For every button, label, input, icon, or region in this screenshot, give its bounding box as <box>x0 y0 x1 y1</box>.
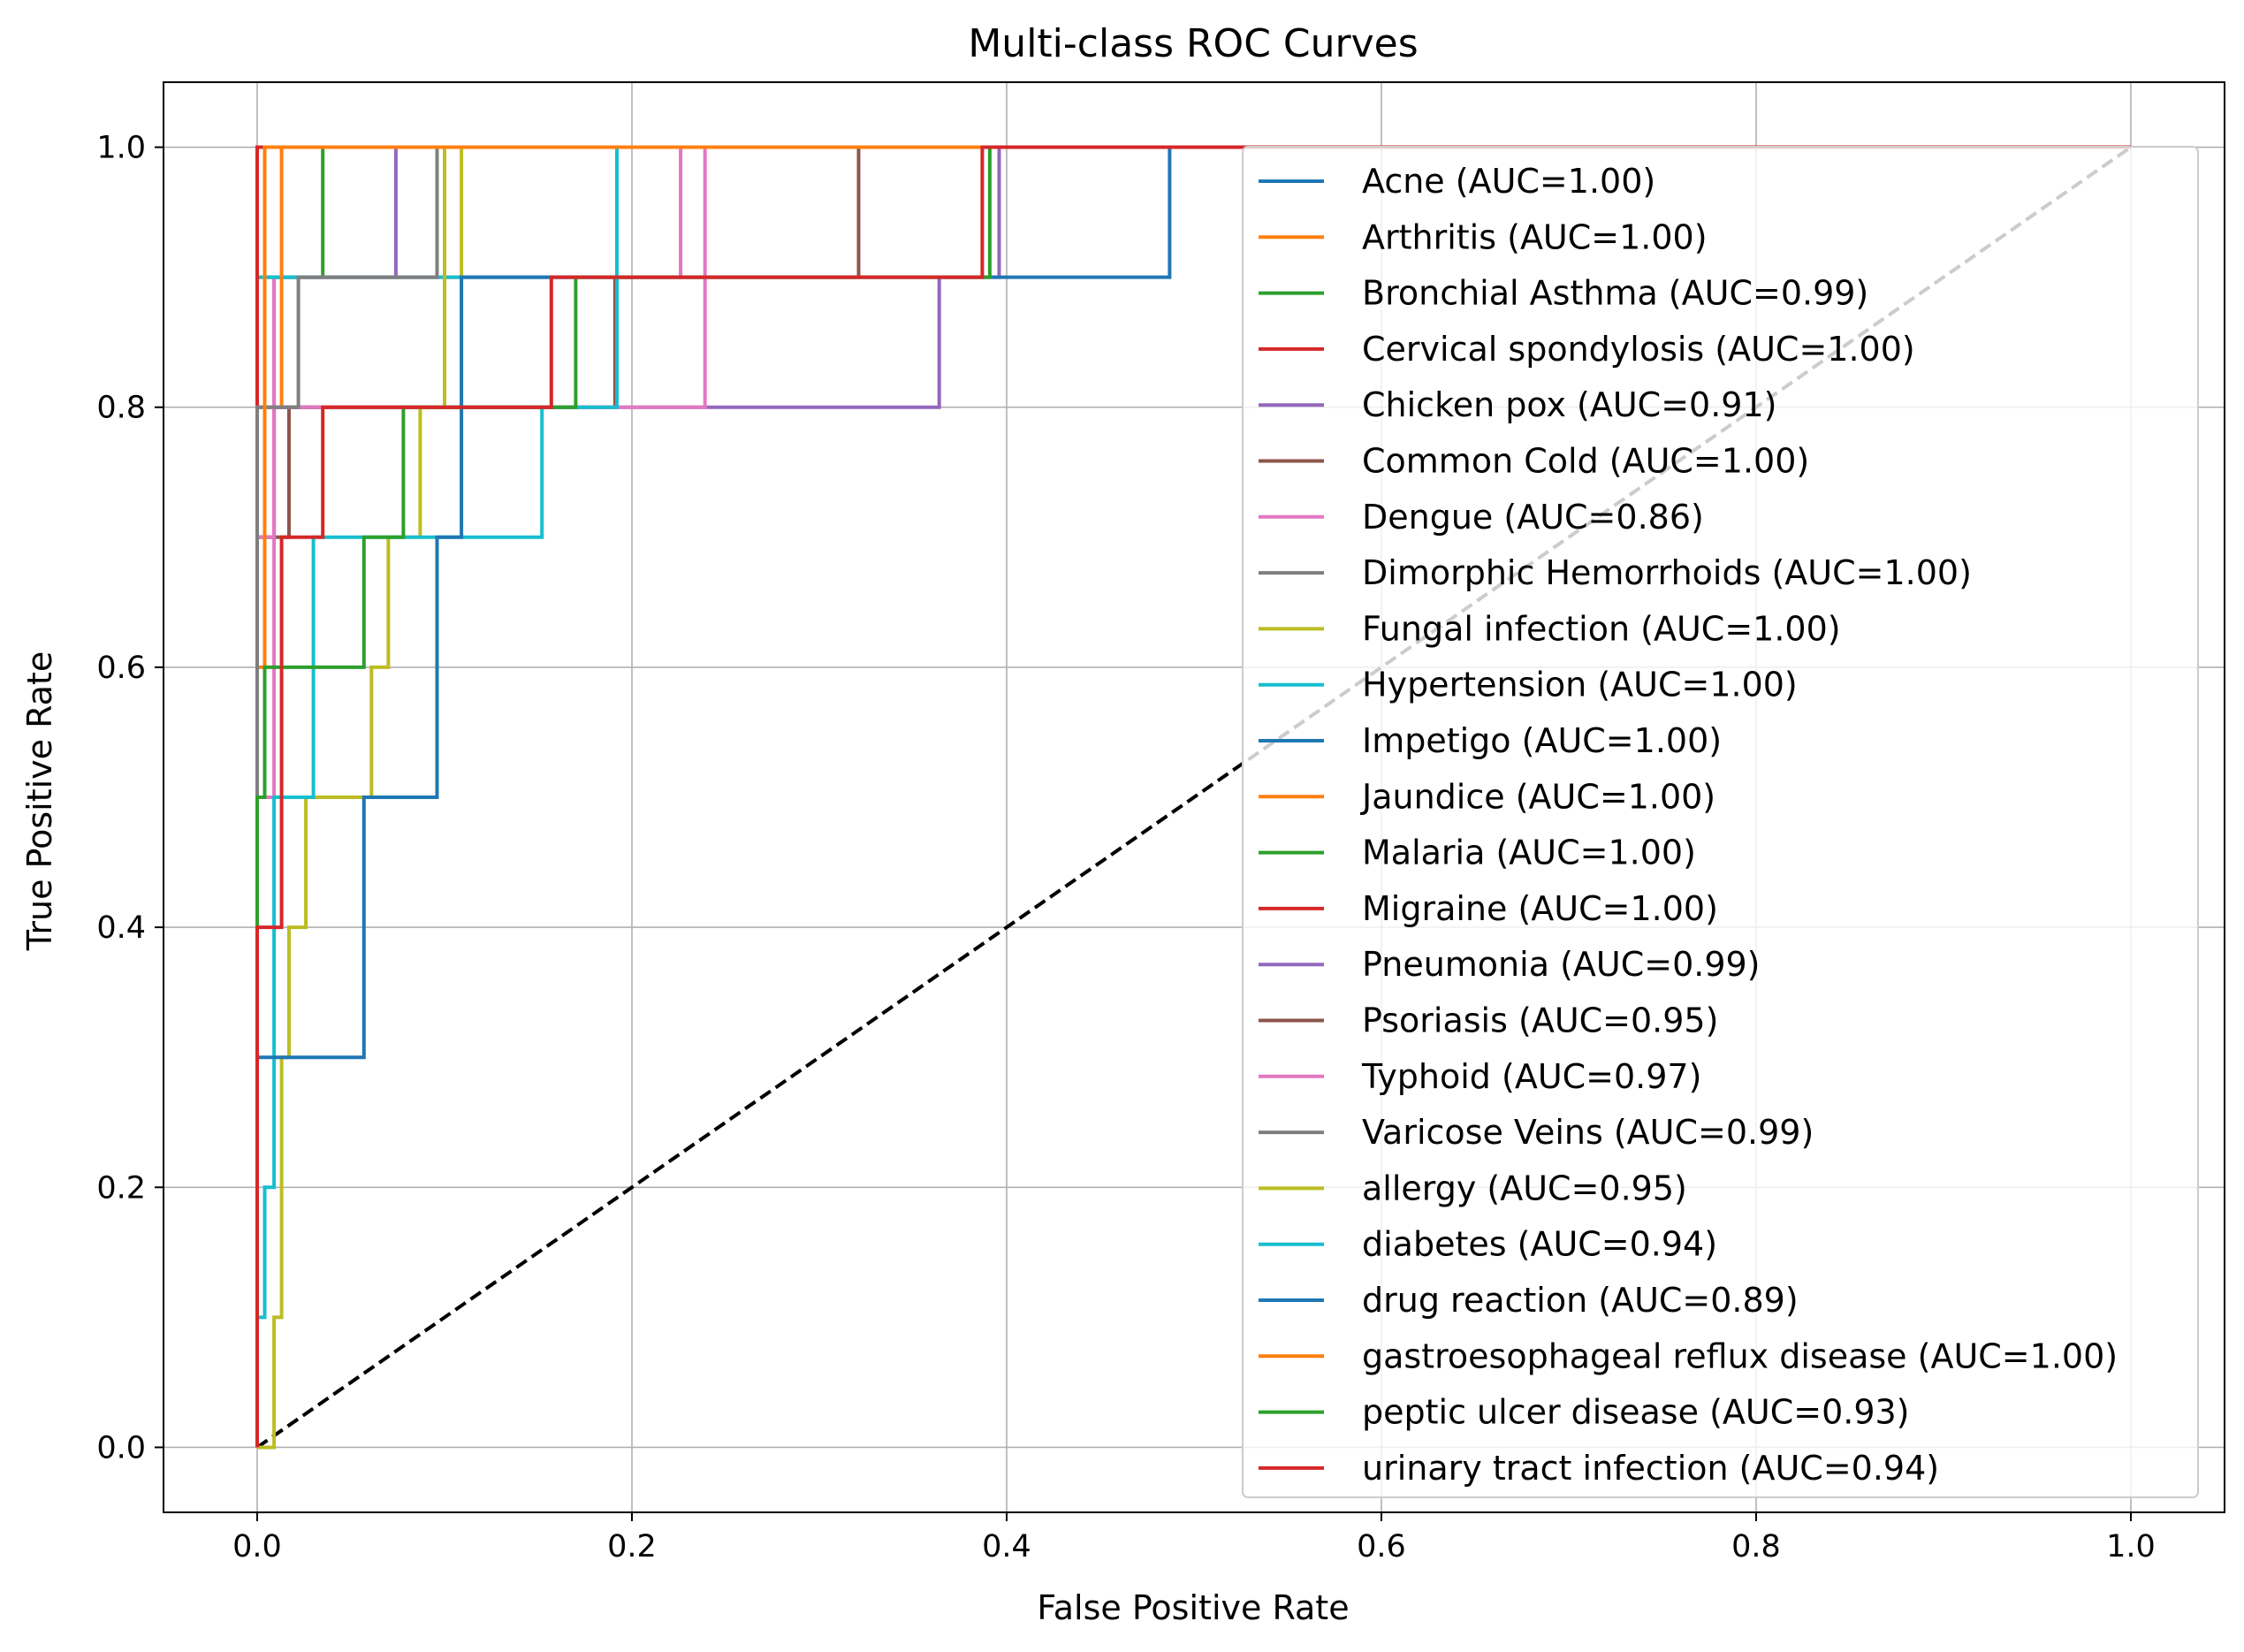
legend-label: Jaundice (AUC=1.00) <box>1360 777 1715 816</box>
roc-curve-line <box>255 145 2131 1448</box>
y-tick-label: 1.0 <box>96 131 146 166</box>
roc-curve-line <box>255 145 2131 1448</box>
legend-label: Hypertension (AUC=1.00) <box>1362 666 1798 704</box>
legend-box <box>1242 146 2199 1498</box>
y-tick-label: 0.2 <box>96 1170 146 1206</box>
y-tick-label: 0.8 <box>96 391 146 426</box>
legend-label: peptic ulcer disease (AUC=0.93) <box>1362 1393 1910 1432</box>
roc-curve-line <box>255 145 2131 1448</box>
legend-label: Fungal infection (AUC=1.00) <box>1362 609 1841 648</box>
x-tick-label: 0.6 <box>1357 1529 1406 1564</box>
legend-label: Acne (AUC=1.00) <box>1362 162 1655 201</box>
legend-label: drug reaction (AUC=0.89) <box>1362 1281 1799 1320</box>
axis-ticks: 0.0 0.2 0.4 0.6 0.8 1.0 0.0 0.2 0.4 0.6 0.8 1.0 <box>96 131 2156 1564</box>
legend-label: Varicose Veins (AUC=0.99) <box>1362 1113 1814 1152</box>
legend-label: Pneumonia (AUC=0.99) <box>1362 945 1761 984</box>
y-tick-label: 0.0 <box>96 1430 146 1465</box>
plot-frame <box>163 81 2225 1513</box>
legend-label: Malaria (AUC=1.00) <box>1362 834 1696 872</box>
legend-label: Migraine (AUC=1.00) <box>1362 889 1718 928</box>
legend-label: Typhoid (AUC=0.97) <box>1361 1057 1701 1096</box>
legend-label: Common Cold (AUC=1.00) <box>1362 442 1809 481</box>
chart-title: Multi-class ROC Curves <box>968 21 1418 66</box>
legend-label: diabetes (AUC=0.94) <box>1362 1225 1717 1264</box>
legend-label: Bronchial Asthma (AUC=0.99) <box>1362 274 1868 313</box>
legend-label: gastroesophageal reflux disease (AUC=1.0… <box>1362 1336 2118 1375</box>
x-tick-label: 0.2 <box>607 1529 657 1564</box>
roc-curve-line <box>255 145 2131 1448</box>
legend-label: Dengue (AUC=0.86) <box>1362 498 1704 537</box>
x-axis-label: False Positive Rate <box>1037 1588 1349 1627</box>
legend-label: Arthritis (AUC=1.00) <box>1362 217 1708 256</box>
legend-label: Chicken pox (AUC=0.91) <box>1362 385 1776 424</box>
x-tick-label: 0.4 <box>982 1529 1031 1564</box>
legend-label: Dimorphic Hemorrhoids (AUC=1.00) <box>1362 553 1972 592</box>
y-tick-label: 0.4 <box>96 910 146 946</box>
legend-label: allergy (AUC=0.95) <box>1362 1169 1687 1207</box>
legend-label: Impetigo (AUC=1.00) <box>1362 721 1722 760</box>
legend-label: Cervical spondylosis (AUC=1.00) <box>1362 330 1915 369</box>
x-tick-label: 1.0 <box>2106 1529 2156 1564</box>
x-tick-label: 0.8 <box>1731 1529 1781 1564</box>
legend-label: urinary tract infection (AUC=0.94) <box>1362 1449 1939 1488</box>
y-tick-label: 0.6 <box>96 651 146 686</box>
legend: Acne (AUC=1.00) Arthritis (AUC=1.00) Bronc… <box>1242 146 2199 1498</box>
x-tick-label: 0.0 <box>232 1529 282 1564</box>
legend-label: Psoriasis (AUC=0.95) <box>1362 1001 1718 1040</box>
y-axis-label: True Positive Rate <box>20 651 59 952</box>
